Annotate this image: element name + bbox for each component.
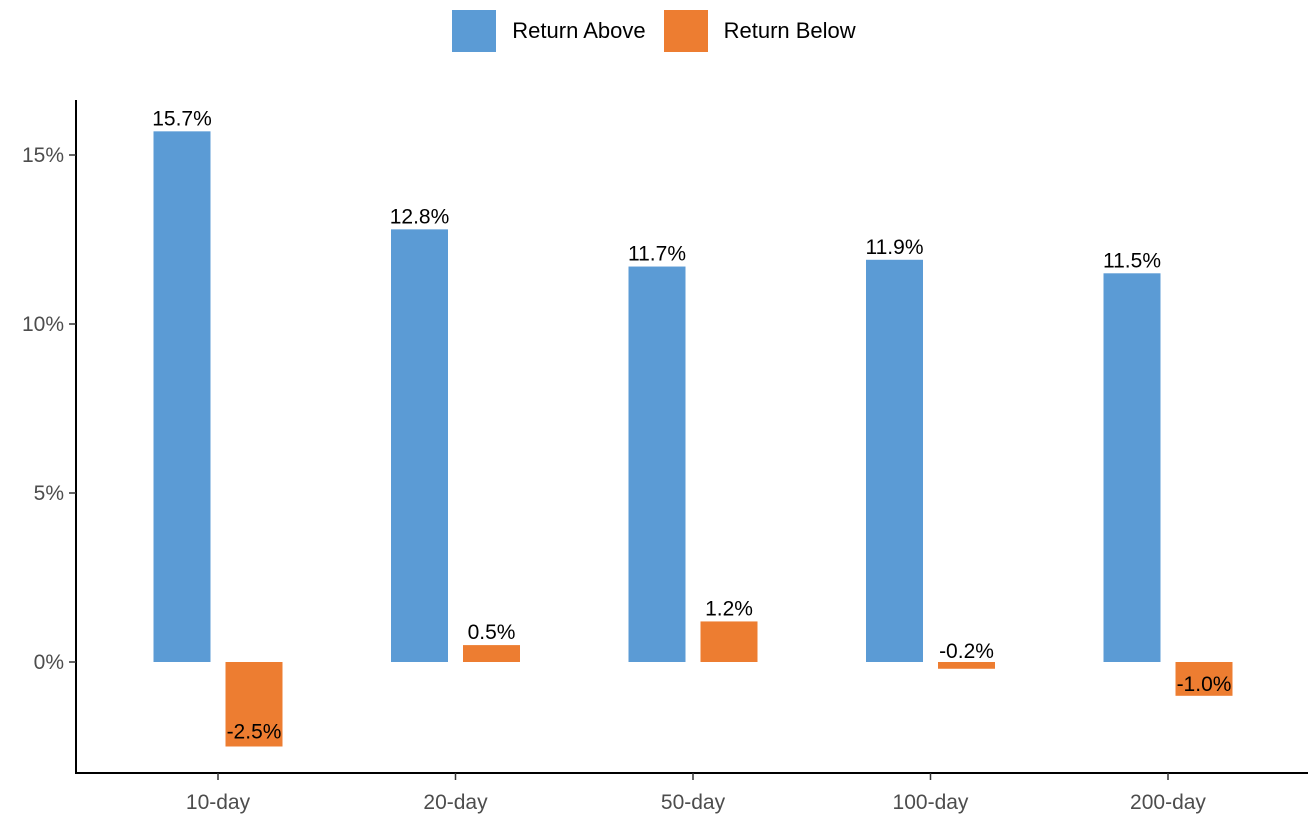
bar-return-above: [866, 259, 923, 662]
bar-return-below: [1175, 662, 1233, 696]
legend-swatch-return-below: [663, 10, 708, 52]
bar-return-below: [463, 645, 520, 662]
bar-return-above: [153, 131, 211, 663]
data-label: -2.5%: [227, 721, 282, 744]
legend-swatch-return-above: [452, 10, 497, 52]
y-tick-label: 0%: [34, 651, 64, 674]
data-label: 12.8%: [390, 205, 450, 228]
x-tick-label: 20-day: [423, 791, 488, 814]
y-tick-label: 5%: [34, 482, 64, 505]
x-tick-label: 200-day: [1130, 791, 1206, 814]
bar-return-below: [938, 662, 995, 669]
bar-return-above: [628, 266, 686, 662]
x-tick-label: 10-day: [186, 791, 251, 814]
legend-item-return-above: Return Above: [452, 10, 646, 52]
y-tick-label: 10%: [22, 313, 64, 336]
data-label: -1.0%: [1177, 673, 1232, 696]
data-label: 11.5%: [1103, 249, 1161, 272]
bar-return-below: [225, 662, 283, 747]
legend-label-return-below: Return Below: [723, 18, 856, 43]
data-label: 15.7%: [152, 107, 212, 130]
data-label: -0.2%: [939, 640, 994, 663]
data-label: 0.5%: [468, 621, 516, 644]
bar-return-above: [391, 229, 448, 663]
y-tick-label: 15%: [22, 144, 64, 167]
bar-return-below: [700, 621, 758, 662]
data-label: 11.7%: [628, 243, 686, 266]
data-label: 1.2%: [705, 597, 753, 620]
x-tick-label: 50-day: [661, 791, 726, 814]
legend: Return Above Return Below: [0, 10, 1308, 52]
legend-item-return-below: Return Below: [663, 10, 856, 52]
x-tick-label: 100-day: [893, 791, 969, 814]
legend-label-return-above: Return Above: [512, 18, 646, 43]
data-label: 11.9%: [866, 236, 924, 259]
bar-return-above: [1103, 273, 1161, 662]
